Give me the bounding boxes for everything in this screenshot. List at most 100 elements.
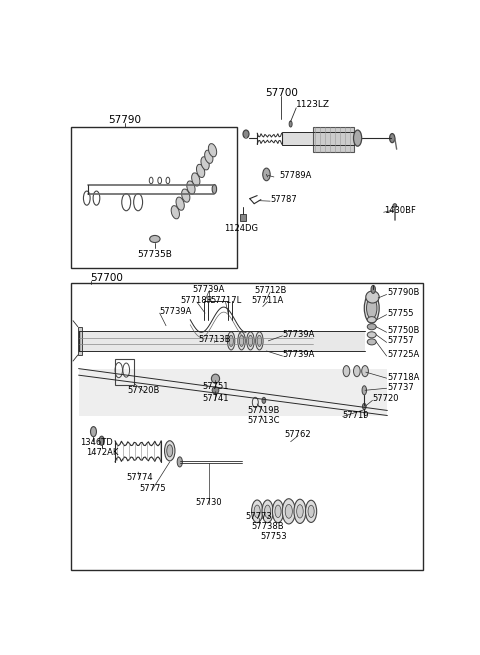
Text: 57741: 57741 [202,394,229,403]
Ellipse shape [362,403,366,409]
Text: 57790B: 57790B [387,288,420,297]
Bar [282,132,313,145]
Text: 57718A: 57718A [387,373,420,382]
Ellipse shape [343,365,350,377]
Text: 57775: 57775 [139,483,166,493]
Ellipse shape [366,291,379,303]
Ellipse shape [211,374,219,383]
Ellipse shape [367,332,376,338]
Ellipse shape [176,197,184,210]
Ellipse shape [196,164,205,178]
Ellipse shape [262,398,266,403]
Ellipse shape [240,335,244,346]
Ellipse shape [285,504,292,518]
Ellipse shape [308,505,314,517]
Text: 1430BF: 1430BF [384,206,416,215]
Text: 57790: 57790 [108,115,142,125]
Text: 57720B: 57720B [128,386,160,395]
Ellipse shape [252,500,263,523]
Ellipse shape [228,332,235,350]
Ellipse shape [201,157,209,170]
Ellipse shape [264,505,271,517]
Ellipse shape [192,173,200,186]
Ellipse shape [150,235,160,242]
Bar [78,327,82,355]
Ellipse shape [262,500,273,523]
Text: 57737: 57737 [387,383,414,392]
Text: 57753: 57753 [261,532,287,541]
Text: 57735B: 57735B [137,250,172,259]
Text: 57739A: 57739A [282,350,315,360]
Ellipse shape [390,134,395,143]
Ellipse shape [362,386,367,395]
Ellipse shape [187,181,195,194]
Ellipse shape [247,332,254,350]
Text: 57718R: 57718R [180,296,213,305]
Bar [71,283,423,571]
Ellipse shape [99,436,104,445]
Ellipse shape [353,130,362,146]
Text: 57750B: 57750B [387,326,420,335]
Ellipse shape [263,168,270,181]
Ellipse shape [364,293,379,323]
Ellipse shape [165,441,175,461]
Bar [115,358,134,385]
Ellipse shape [294,499,306,523]
Text: 57739A: 57739A [282,330,315,339]
Text: 1123LZ: 1123LZ [296,100,330,109]
Ellipse shape [204,150,213,163]
Text: 1346TD: 1346TD [80,438,113,447]
Ellipse shape [393,204,396,208]
Ellipse shape [362,365,368,377]
Ellipse shape [167,445,173,457]
Bar [313,126,354,152]
Text: 1472AK: 1472AK [86,448,119,457]
Ellipse shape [212,386,219,394]
Ellipse shape [353,365,360,377]
Text: 57789A: 57789A [279,171,312,180]
Bar [79,331,365,351]
Text: 57719B: 57719B [248,406,280,415]
Text: 1124DG: 1124DG [225,225,259,233]
Ellipse shape [208,143,216,157]
Text: 57751: 57751 [202,382,229,391]
Ellipse shape [254,505,260,517]
Text: 57711A: 57711A [252,296,284,305]
Text: 57774: 57774 [127,472,153,481]
Ellipse shape [367,339,376,345]
Ellipse shape [289,121,292,127]
Text: 57700: 57700 [91,273,123,283]
Text: 57762: 57762 [285,430,312,439]
Ellipse shape [282,498,295,524]
Bar [79,369,387,415]
Ellipse shape [181,189,190,202]
Ellipse shape [297,504,303,518]
Ellipse shape [171,206,180,219]
Ellipse shape [243,130,249,138]
Text: 57725A: 57725A [387,350,420,360]
Ellipse shape [371,286,375,293]
Ellipse shape [367,324,376,329]
Text: 57773: 57773 [246,512,272,521]
Ellipse shape [275,505,281,517]
Ellipse shape [248,335,252,346]
Text: 57755: 57755 [387,309,414,318]
Text: 57717L: 57717L [210,296,241,305]
Text: 57720: 57720 [372,394,399,403]
Ellipse shape [367,297,377,319]
Text: 57713C: 57713C [248,416,280,425]
Text: 57712B: 57712B [254,286,287,295]
Ellipse shape [229,335,233,346]
Text: 57739A: 57739A [160,307,192,316]
Bar [71,126,237,268]
Text: 57739A: 57739A [192,285,225,294]
Bar [240,214,246,221]
Ellipse shape [273,500,284,523]
Ellipse shape [257,335,262,346]
Ellipse shape [256,332,263,350]
Text: 57713B: 57713B [198,335,230,345]
Ellipse shape [212,185,216,194]
Ellipse shape [238,332,245,350]
Ellipse shape [177,457,182,467]
Text: 57738B: 57738B [251,522,284,531]
